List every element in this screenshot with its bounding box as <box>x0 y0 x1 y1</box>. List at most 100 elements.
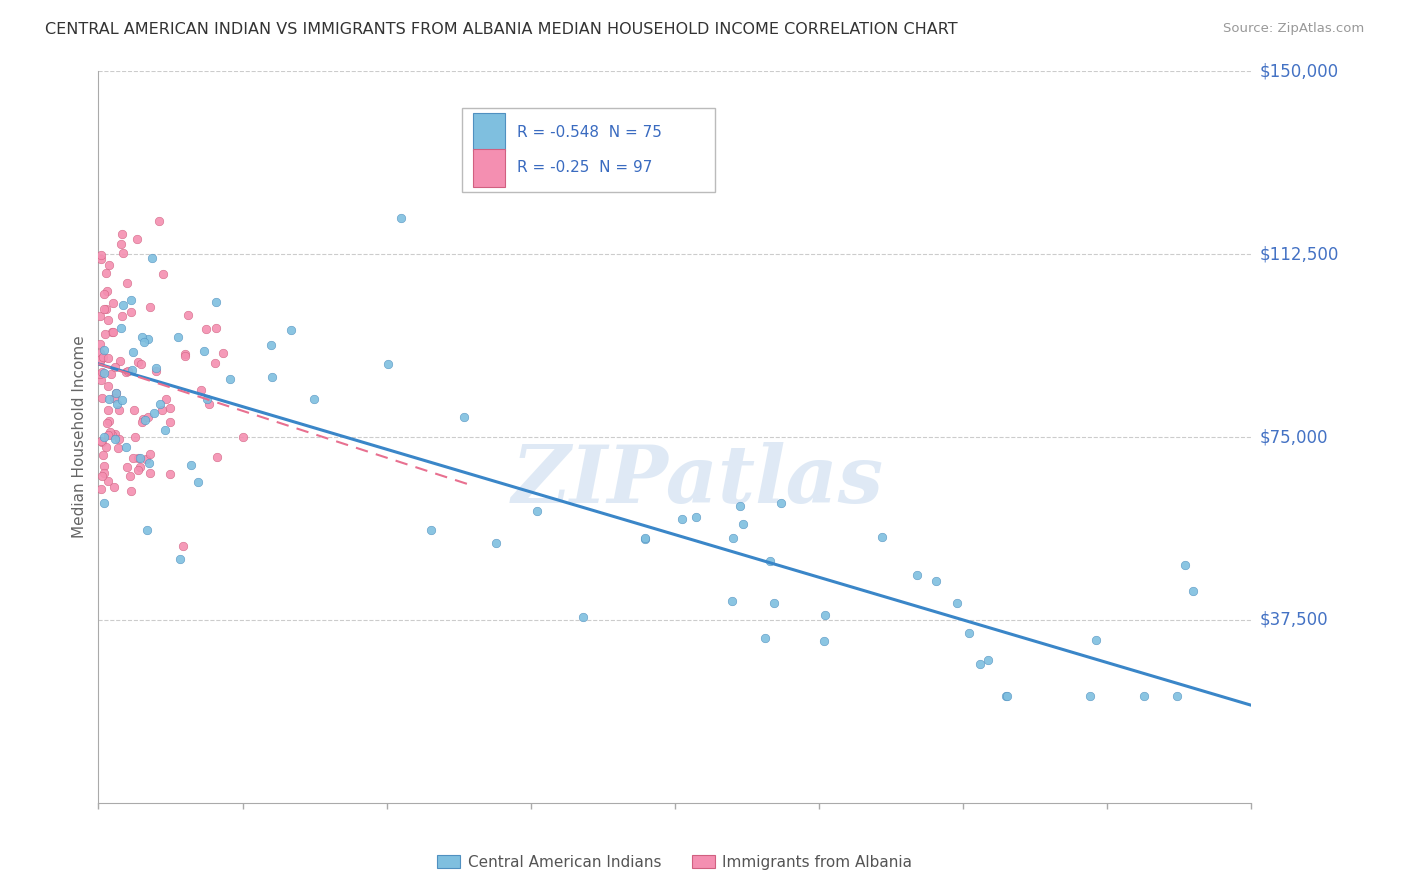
Point <box>139 466 162 480</box>
Point <box>97 351 120 365</box>
Point <box>104 432 127 446</box>
Point <box>115 276 138 290</box>
Point <box>93 286 115 301</box>
Point <box>127 354 149 368</box>
Point <box>107 441 129 455</box>
Point <box>197 392 219 406</box>
Point <box>93 366 115 380</box>
Point <box>97 428 120 442</box>
Point <box>91 391 114 405</box>
Point <box>526 504 548 518</box>
Point <box>104 385 127 400</box>
Text: $75,000: $75,000 <box>1260 428 1329 446</box>
Point <box>100 367 122 381</box>
FancyBboxPatch shape <box>472 149 505 186</box>
FancyBboxPatch shape <box>461 108 716 192</box>
Point <box>377 357 399 371</box>
Point <box>131 412 153 426</box>
Point <box>91 434 114 449</box>
Point <box>93 496 115 510</box>
Point <box>112 245 135 260</box>
Point <box>195 322 218 336</box>
Point <box>925 574 948 589</box>
Point <box>91 469 114 483</box>
Point <box>671 512 693 526</box>
Point <box>124 430 146 444</box>
Point <box>104 359 127 374</box>
Text: $112,500: $112,500 <box>1260 245 1339 263</box>
Point <box>117 364 139 378</box>
Point <box>770 496 793 510</box>
Point <box>108 403 131 417</box>
Point <box>150 403 173 417</box>
Point <box>721 594 744 608</box>
Point <box>1182 584 1205 599</box>
Point <box>93 467 115 481</box>
Point <box>97 378 120 392</box>
Point <box>813 633 835 648</box>
Point <box>97 259 120 273</box>
Point <box>111 227 134 241</box>
Point <box>96 301 118 316</box>
Point <box>995 689 1018 703</box>
Point <box>260 337 283 351</box>
Text: $150,000: $150,000 <box>1260 62 1339 80</box>
Point <box>946 596 969 610</box>
Point <box>120 304 142 318</box>
Point <box>159 401 181 415</box>
Point <box>103 480 125 494</box>
Point <box>129 451 152 466</box>
Point <box>90 434 112 448</box>
Point <box>96 417 118 431</box>
Point <box>723 531 745 545</box>
Point <box>93 430 115 444</box>
Point <box>1133 689 1156 703</box>
Point <box>187 475 209 489</box>
Point <box>90 248 112 262</box>
Point <box>89 345 111 359</box>
Point <box>105 385 128 400</box>
Point <box>814 607 837 622</box>
Point <box>90 365 112 379</box>
Point <box>128 460 150 475</box>
Point <box>167 330 190 344</box>
Point <box>231 430 254 444</box>
Point <box>634 532 657 546</box>
Point <box>120 484 142 499</box>
Point <box>762 596 785 610</box>
Point <box>153 423 176 437</box>
Point <box>121 450 143 465</box>
Point <box>97 474 120 488</box>
Point <box>204 294 226 309</box>
Point <box>91 449 114 463</box>
Point <box>1084 633 1107 648</box>
Point <box>134 413 156 427</box>
Point <box>304 392 326 406</box>
Point <box>90 352 112 367</box>
Point <box>218 372 240 386</box>
Point <box>89 337 111 351</box>
Point <box>905 568 928 582</box>
Point <box>174 349 197 363</box>
Point <box>169 552 191 566</box>
Point <box>89 310 111 324</box>
Point <box>128 463 150 477</box>
Point <box>193 344 215 359</box>
Point <box>420 523 443 537</box>
Point <box>125 231 148 245</box>
Point <box>111 298 134 312</box>
Point <box>115 460 138 475</box>
Point <box>101 325 124 339</box>
Point <box>111 310 134 324</box>
Point <box>145 364 167 378</box>
FancyBboxPatch shape <box>472 113 505 152</box>
Point <box>1174 558 1197 572</box>
Text: R = -0.548  N = 75: R = -0.548 N = 75 <box>517 125 662 140</box>
Point <box>131 415 153 429</box>
Point <box>110 237 132 252</box>
Point <box>211 346 233 360</box>
Point <box>173 347 195 361</box>
Point <box>149 397 172 411</box>
Point <box>115 365 138 379</box>
Point <box>759 553 782 567</box>
